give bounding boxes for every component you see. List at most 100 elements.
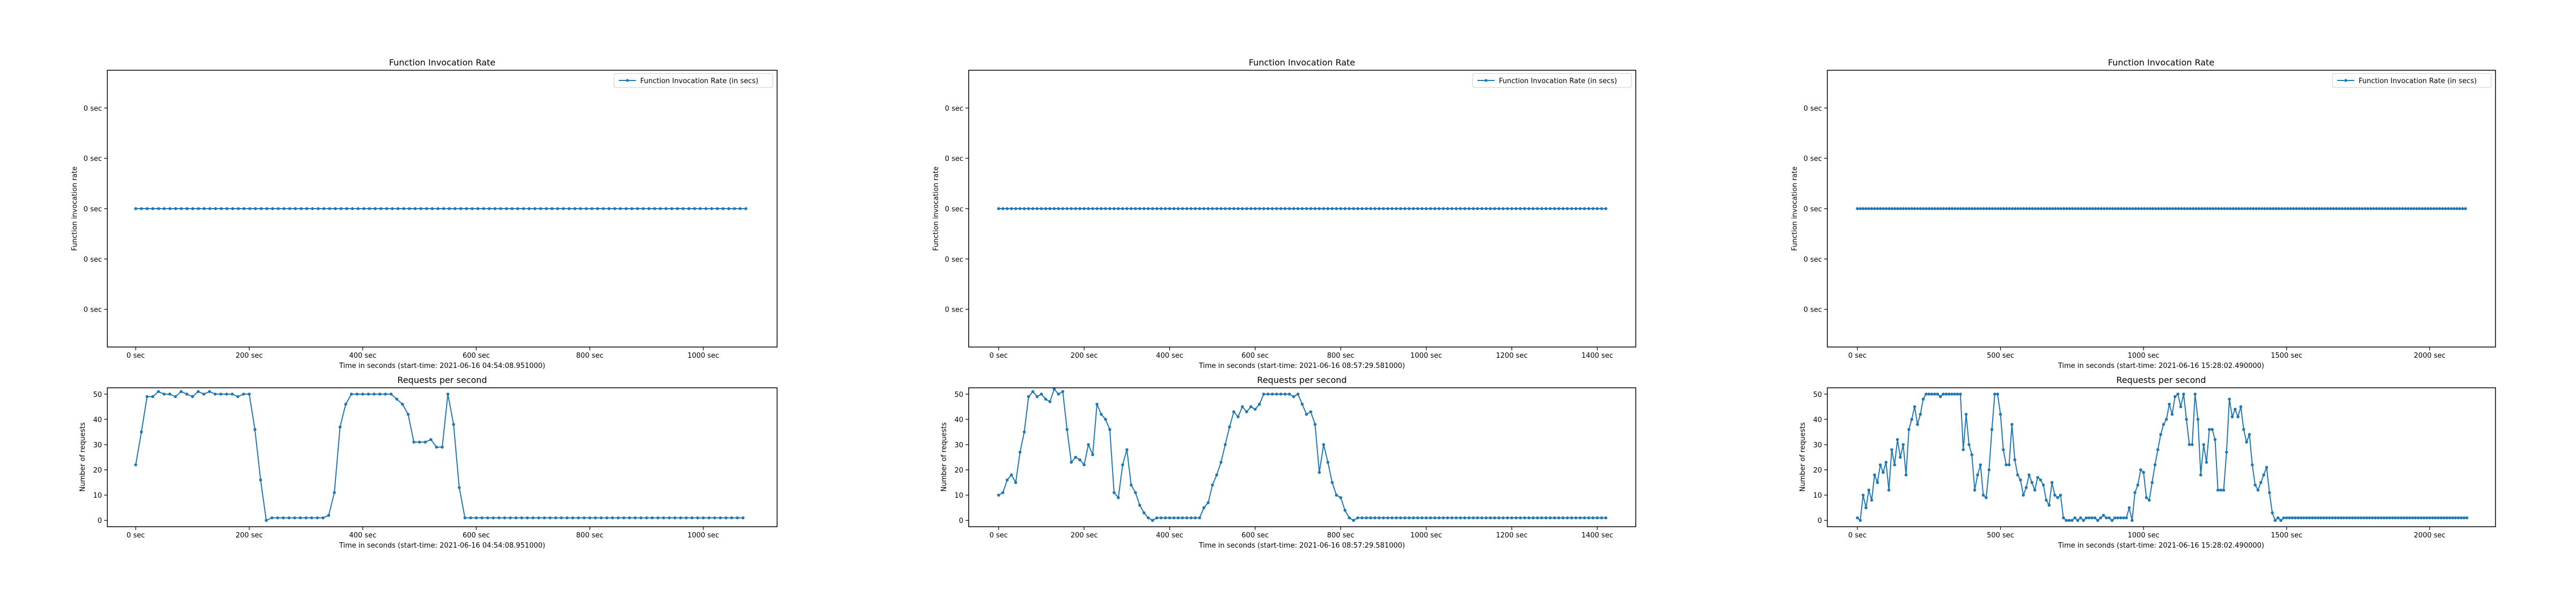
legend: Function Invocation Rate (in secs) — [2332, 73, 2492, 88]
data-point — [2353, 516, 2357, 520]
data-point — [1544, 516, 1548, 520]
data-point — [1893, 207, 1897, 210]
data-point — [1583, 516, 1586, 520]
y-tick-label: 0 sec — [84, 155, 102, 163]
data-point — [379, 207, 383, 210]
data-point — [1040, 207, 1043, 210]
data-point — [231, 207, 235, 210]
data-point — [554, 516, 558, 520]
y-tick-label: 30 — [954, 441, 963, 449]
data-point — [2045, 498, 2048, 502]
data-point — [2189, 207, 2192, 210]
data-point — [2013, 458, 2017, 462]
data-point — [2388, 516, 2391, 520]
data-point — [1887, 207, 1891, 210]
data-point — [2359, 516, 2363, 520]
data-point — [2105, 207, 2109, 210]
data-point — [1858, 519, 1862, 522]
data-point — [1082, 463, 1086, 467]
data-point — [1990, 207, 1994, 210]
data-point — [2279, 519, 2282, 522]
data-point — [378, 392, 382, 396]
y-tick-label: 0 sec — [945, 306, 963, 314]
data-point — [2156, 448, 2160, 452]
data-point — [1985, 496, 1988, 499]
data-point — [2256, 488, 2260, 492]
y-tick-label: 10 — [954, 492, 963, 500]
data-point — [1950, 207, 1954, 210]
x-tick-label: 0 sec — [1848, 532, 1867, 540]
data-point — [2265, 466, 2268, 469]
data-point — [1399, 207, 1402, 210]
data-point — [1224, 207, 1227, 210]
data-point — [2365, 516, 2368, 520]
data-point — [1300, 207, 1304, 210]
data-point — [2418, 207, 2421, 210]
data-point — [2005, 207, 2008, 210]
data-point — [699, 207, 702, 210]
x-tick-label: 1500 sec — [2271, 532, 2302, 540]
data-point — [2462, 516, 2466, 520]
data-point — [482, 207, 485, 210]
data-point — [2041, 483, 2045, 487]
data-point — [185, 207, 189, 210]
data-point — [1959, 207, 1963, 210]
data-point — [1378, 207, 1381, 210]
data-point — [715, 207, 719, 210]
data-point — [299, 207, 303, 210]
data-point — [2119, 516, 2123, 520]
data-point — [1352, 207, 1355, 210]
data-point — [402, 207, 406, 210]
data-point — [537, 516, 540, 520]
data-point — [1382, 207, 1385, 210]
data-point — [1996, 392, 2000, 396]
data-point — [1976, 207, 1980, 210]
data-point — [1211, 483, 1214, 487]
data-point — [157, 390, 160, 393]
data-point — [1087, 443, 1090, 446]
data-point — [1258, 402, 1261, 406]
data-point — [247, 392, 251, 396]
data-point — [1403, 516, 1407, 520]
data-point — [174, 207, 178, 210]
y-tick-label: 50 — [93, 391, 102, 399]
data-point — [248, 207, 252, 210]
data-point — [1330, 207, 1334, 210]
data-point — [509, 516, 512, 520]
y-axis-label: Number of requests — [1799, 422, 1807, 491]
data-point — [1959, 392, 1962, 396]
data-point — [1893, 463, 1897, 467]
data-point — [1386, 207, 1389, 210]
data-point — [1091, 453, 1094, 456]
data-point — [2377, 207, 2381, 210]
data-point — [1967, 443, 1971, 446]
legend-marker-sample — [1484, 79, 1488, 82]
data-point — [1202, 207, 1206, 210]
data-point — [328, 207, 331, 210]
data-point — [1873, 207, 1876, 210]
data-point — [1318, 470, 1321, 474]
data-point — [276, 207, 280, 210]
data-point — [1480, 516, 1483, 520]
data-point — [294, 207, 297, 210]
data-point — [1502, 207, 1505, 210]
data-point — [349, 392, 353, 396]
data-point — [2276, 516, 2280, 520]
data-point — [2419, 516, 2423, 520]
data-point — [1535, 516, 1539, 520]
data-point — [436, 207, 440, 210]
data-point — [565, 516, 569, 520]
x-tick-label: 1200 sec — [1496, 532, 1527, 540]
data-point — [1890, 207, 1893, 210]
data-point — [2065, 519, 2068, 522]
data-point — [1876, 207, 1879, 210]
data-point — [1876, 481, 1879, 484]
data-point — [2243, 207, 2246, 210]
data-point — [2008, 207, 2011, 210]
data-point — [2056, 496, 2060, 499]
data-point — [1930, 207, 1934, 210]
data-point — [242, 392, 245, 396]
x-tick-label: 600 sec — [463, 352, 490, 360]
data-point — [1884, 207, 1888, 210]
data-point — [1078, 207, 1081, 210]
